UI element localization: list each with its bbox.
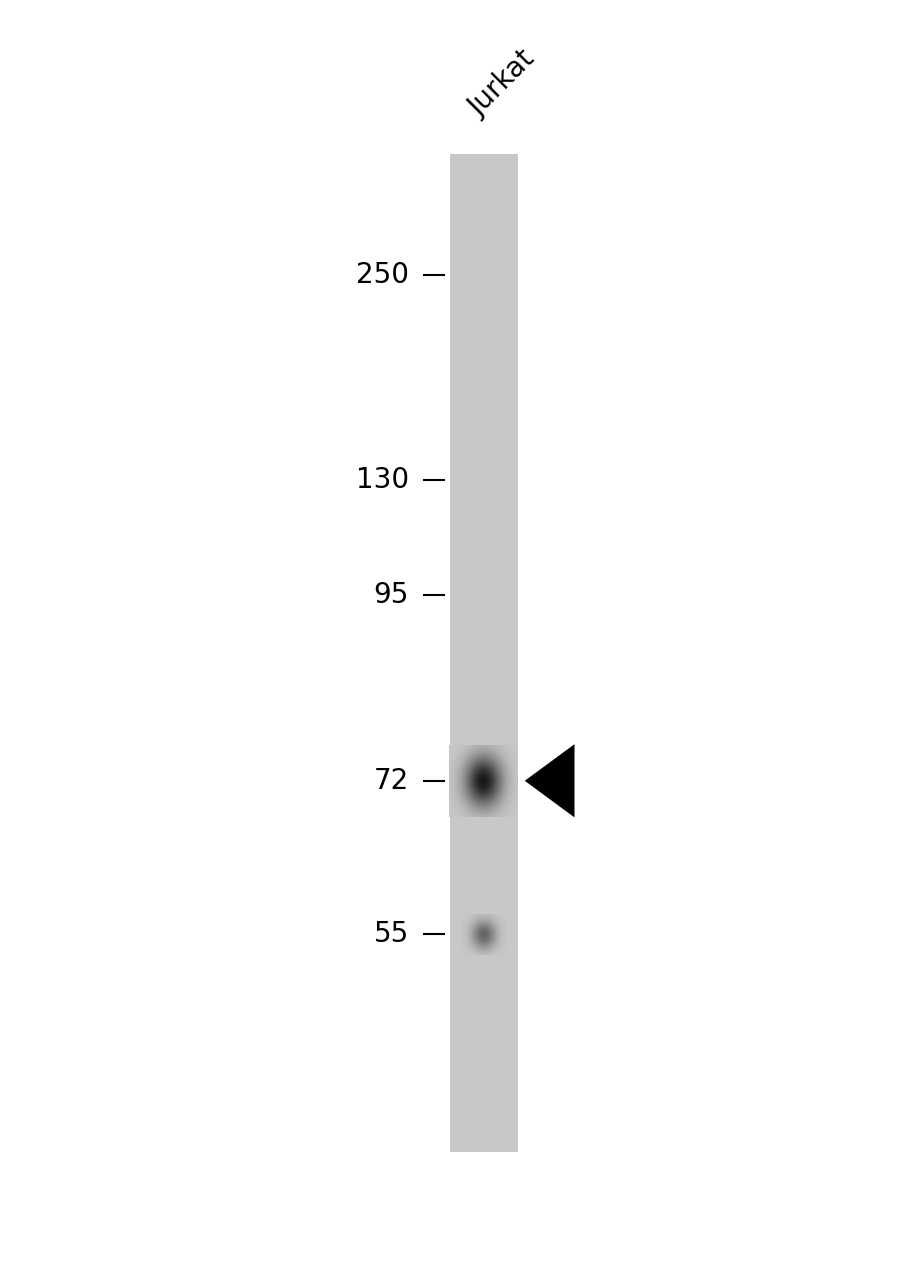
- Text: 72: 72: [374, 767, 408, 795]
- Text: 130: 130: [356, 466, 408, 494]
- Text: 95: 95: [373, 581, 408, 609]
- Bar: [450, 154, 517, 1152]
- Text: 55: 55: [374, 920, 408, 948]
- Polygon shape: [524, 744, 574, 818]
- Text: 250: 250: [356, 261, 408, 289]
- Text: Jurkat: Jurkat: [463, 45, 540, 122]
